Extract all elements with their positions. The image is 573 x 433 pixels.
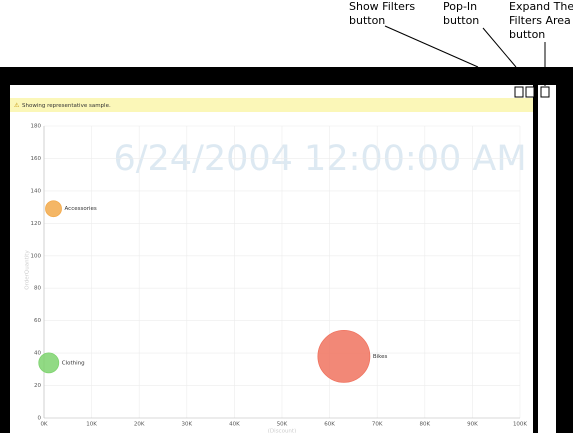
x-axis-label: (Discount)	[268, 429, 296, 433]
callout-label: Filters Area	[509, 14, 571, 27]
y-tick-label: 120	[31, 221, 42, 227]
x-tick-label: 10K	[86, 422, 97, 428]
bubble	[38, 352, 60, 374]
x-tick-label: 80K	[419, 422, 430, 428]
x-tick-label: 20K	[134, 422, 145, 428]
y-tick-label: 20	[34, 383, 41, 389]
callout-line	[384, 25, 479, 68]
bubble-label: Bikes	[373, 354, 388, 360]
callout-label: button	[349, 14, 385, 27]
callout-label: button	[443, 14, 479, 27]
notice-text: Showing representative sample.	[22, 103, 111, 109]
y-tick-label: 180	[31, 124, 42, 130]
y-tick-label: 100	[31, 253, 42, 259]
x-tick-label: 100K	[513, 422, 527, 428]
x-tick-label: 50K	[277, 422, 288, 428]
pop-in-button[interactable]	[525, 86, 535, 98]
y-tick-label: 80	[34, 286, 41, 292]
x-tick-label: 30K	[181, 422, 192, 428]
warning-icon: ⚠	[14, 102, 20, 109]
y-axis-label: OrderQuantity	[25, 250, 31, 290]
play-axis-watermark: 6/24/2004 12:00:00 AM	[113, 139, 526, 179]
y-tick-label: 140	[31, 188, 42, 194]
notice-bar	[10, 98, 533, 112]
callout-line	[482, 27, 517, 68]
y-tick-label: 40	[34, 351, 41, 357]
expand-filters-button[interactable]	[540, 86, 550, 98]
x-tick-label: 60K	[324, 422, 335, 428]
x-tick-label: 0K	[40, 422, 47, 428]
callout-label: button	[509, 28, 545, 41]
bubble-label: Clothing	[62, 360, 85, 366]
x-tick-label: 90K	[467, 422, 478, 428]
bubble	[317, 329, 371, 383]
y-tick-label: 0	[38, 416, 42, 422]
filters-panel	[538, 85, 556, 433]
bubble	[45, 200, 62, 218]
x-tick-label: 40K	[229, 422, 240, 428]
callout-label: Pop-In	[443, 0, 477, 13]
callout-label: Show Filters	[349, 0, 415, 13]
y-tick-label: 160	[31, 156, 42, 162]
show-filters-button[interactable]	[514, 86, 524, 98]
y-tick-label: 60	[34, 318, 41, 324]
bubble-label: Accessories	[65, 206, 97, 212]
chart-panel	[10, 85, 533, 433]
x-tick-label: 70K	[372, 422, 383, 428]
callout-label: Expand The	[509, 0, 573, 13]
